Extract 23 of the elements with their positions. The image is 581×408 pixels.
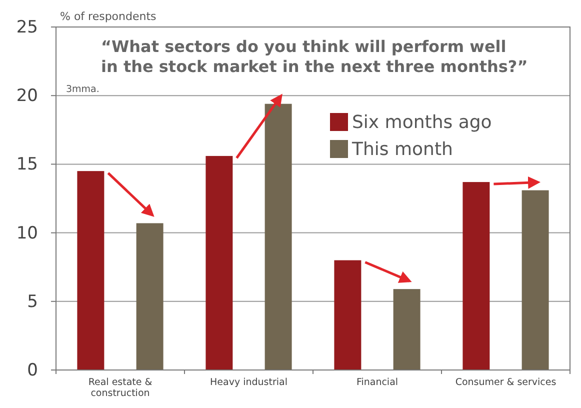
- bar: [77, 171, 104, 370]
- bar: [206, 156, 233, 370]
- bar: [462, 182, 490, 370]
- y-tick-label: 0: [27, 360, 38, 380]
- legend-label: This month: [351, 139, 453, 160]
- x-tick-label: Real estate & construction: [88, 377, 153, 399]
- bar: [334, 260, 362, 370]
- x-tick-label: Heavy industrial: [210, 377, 288, 388]
- y-tick-label: 20: [16, 86, 38, 106]
- bar: [264, 104, 292, 370]
- bar: [136, 223, 164, 370]
- x-tick-label: Consumer & services: [455, 377, 556, 388]
- annotation: 3mma.: [66, 84, 100, 95]
- y-tick-label: 25: [16, 17, 38, 38]
- text: “What sectors do you think will perform well in the stock market in the next three months?”: [101, 37, 528, 76]
- y-tick-label: 5: [27, 292, 38, 312]
- bar: [393, 289, 420, 370]
- y-tick-label: 15: [16, 154, 38, 175]
- y-axis-title: % of respondents: [60, 10, 157, 23]
- x-tick-label: Financial: [356, 377, 398, 388]
- bar: [522, 190, 549, 370]
- y-tick-label: 10: [16, 223, 38, 244]
- legend-label: Six months ago: [352, 112, 492, 133]
